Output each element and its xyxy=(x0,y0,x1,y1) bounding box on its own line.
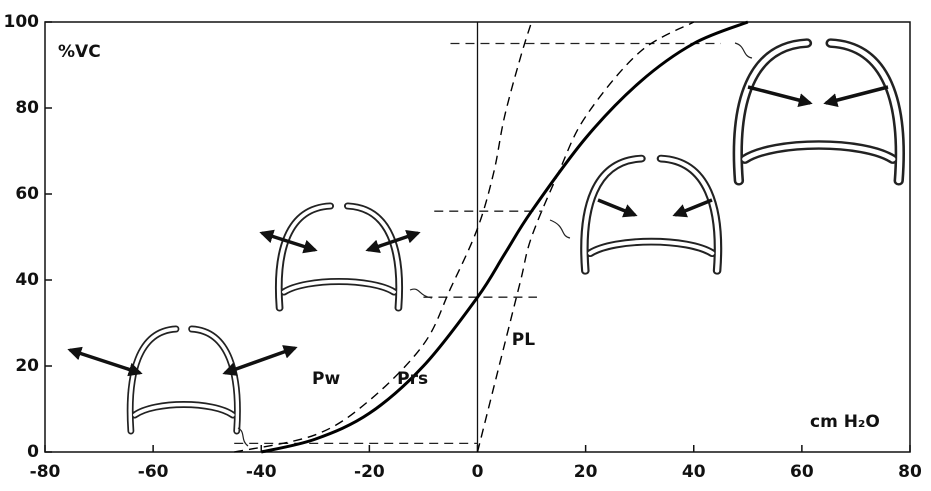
x-tick-label: 0 xyxy=(472,462,484,482)
y-tick-label: 80 xyxy=(15,98,39,118)
series-label: PL xyxy=(512,330,535,350)
x-tick-label: 60 xyxy=(790,462,814,482)
x-tick-label: -60 xyxy=(138,462,169,482)
x-tick-label: 40 xyxy=(682,462,706,482)
x-tick-label: 80 xyxy=(898,462,922,482)
y-tick-label: 0 xyxy=(27,442,39,462)
x-tick-label: 20 xyxy=(574,462,598,482)
chart: %VC cm H₂O -80 -60 -40 -20 0 20 40 60 80 0 20 40 60 8… xyxy=(0,0,931,487)
x-tick-label: -20 xyxy=(354,462,385,482)
series-label: Prs xyxy=(397,369,428,389)
y-tick-label: 20 xyxy=(15,356,39,376)
y-tick-label: 40 xyxy=(15,270,39,290)
x-tick-label: -40 xyxy=(246,462,277,482)
x-axis-label: cm H₂O xyxy=(810,412,880,432)
x-tick-label: -80 xyxy=(30,462,61,482)
series-label: Pw xyxy=(312,369,340,389)
y-tick-label: 100 xyxy=(4,12,40,32)
y-tick-label: 60 xyxy=(15,184,39,204)
y-axis-label: %VC xyxy=(58,42,101,62)
illustrations xyxy=(70,43,900,446)
